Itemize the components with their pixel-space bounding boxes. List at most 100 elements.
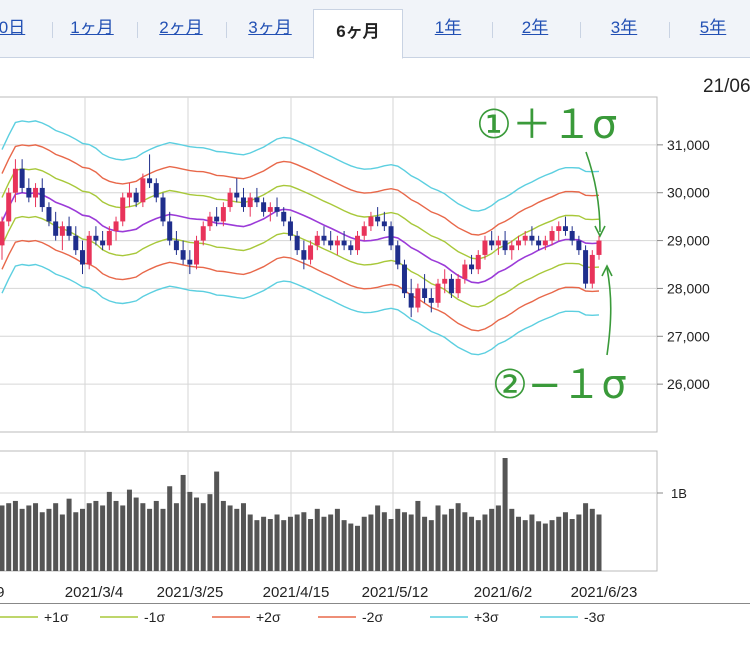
volume-bar xyxy=(334,508,340,571)
volume-bar xyxy=(589,508,595,571)
candle-body xyxy=(39,187,45,208)
volume-bar xyxy=(113,500,119,571)
volume-bar xyxy=(361,516,367,571)
volume-bar xyxy=(73,512,79,571)
volume-bar xyxy=(53,503,59,571)
candle-body xyxy=(375,216,381,222)
candle-body xyxy=(522,235,528,241)
x-axis-label: 2021/6/23 xyxy=(571,584,638,601)
candle-body xyxy=(19,168,25,188)
candle-body xyxy=(227,192,233,208)
legend-label: +2σ xyxy=(256,609,281,625)
candle-body xyxy=(120,197,126,222)
candle-body xyxy=(415,288,421,308)
moving-average-line xyxy=(1,191,600,284)
candle-body xyxy=(368,216,374,227)
tab-5[interactable]: 1年 xyxy=(434,18,462,37)
candle-body xyxy=(509,245,515,251)
candle-body xyxy=(73,235,79,251)
candle-body xyxy=(435,283,441,303)
volume-bar xyxy=(214,471,220,571)
tab-separator xyxy=(225,22,227,38)
candle-body xyxy=(489,240,495,246)
candle-body xyxy=(455,278,461,294)
candle-body xyxy=(495,240,501,246)
candle-body xyxy=(214,216,220,222)
candle-body xyxy=(59,226,65,236)
candle-body xyxy=(220,207,226,222)
price-tick-label: 26,000 xyxy=(667,376,710,392)
x-axis-label: 2021/3/25 xyxy=(157,584,224,601)
candle-body xyxy=(549,231,555,241)
candle-body xyxy=(167,221,173,241)
volume-bar xyxy=(422,516,428,571)
candle-body xyxy=(26,187,32,198)
volume-bar xyxy=(173,503,179,571)
volume-bar xyxy=(562,512,568,571)
volume-bar xyxy=(187,491,193,571)
period-tab-bar: 0日 1ヶ月 2ヶ月 3ヶ月 6ヶ月 1年 2年 3年 5年 xyxy=(0,0,750,59)
annotation-arrowhead-upper xyxy=(594,225,606,238)
tab-1[interactable]: 1ヶ月 xyxy=(70,18,114,37)
volume-bar xyxy=(86,503,92,571)
volume-bar xyxy=(495,505,501,571)
tab-7[interactable]: 3年 xyxy=(610,18,638,37)
candle-body xyxy=(589,254,595,284)
candle-body xyxy=(86,235,92,265)
candle-body xyxy=(462,264,468,279)
candle-body xyxy=(355,235,361,251)
candle-body xyxy=(448,278,454,294)
candle-body xyxy=(422,288,428,298)
volume-bar xyxy=(308,519,314,571)
candle-body xyxy=(240,197,246,208)
candle-body xyxy=(442,278,448,284)
annotation-arrow-upper xyxy=(585,151,601,233)
volume-bar xyxy=(529,514,535,571)
volume-bar xyxy=(33,503,39,571)
candle-body xyxy=(267,207,273,212)
volume-tick-label: 1B xyxy=(671,486,687,501)
volume-bar xyxy=(408,514,414,571)
band-plus-sigma2 xyxy=(1,144,600,236)
tab-3[interactable]: 3ヶ月 xyxy=(248,18,292,37)
volume-bar xyxy=(328,514,334,571)
tab-6[interactable]: 2年 xyxy=(521,18,549,37)
candle-body xyxy=(576,240,582,251)
volume-bar xyxy=(267,519,273,571)
volume-bar xyxy=(569,519,575,571)
price-tick-label: 28,000 xyxy=(667,280,710,296)
legend-label: +3σ xyxy=(474,609,499,625)
volume-bar xyxy=(240,503,246,571)
tab-8[interactable]: 5年 xyxy=(699,18,727,37)
candle-body xyxy=(596,240,602,255)
candle-body xyxy=(93,235,99,241)
candle-body xyxy=(247,197,253,208)
volume-bar xyxy=(93,500,99,571)
date-label: 21/06 xyxy=(703,76,750,97)
volume-bar xyxy=(321,516,327,571)
band-plus-sigma3 xyxy=(1,120,600,212)
volume-bar xyxy=(375,505,381,571)
tab-2[interactable]: 2ヶ月 xyxy=(159,18,203,37)
candle-body xyxy=(469,264,475,270)
candle-body xyxy=(502,240,508,251)
volume-bar xyxy=(66,498,72,571)
candle-body xyxy=(66,226,72,236)
volume-bar xyxy=(395,508,401,571)
x-axis-label: 2021/3/4 xyxy=(65,584,123,601)
candle-body xyxy=(160,197,166,222)
volume-bar xyxy=(469,516,475,571)
band-plus-sigma1 xyxy=(1,168,600,260)
volume-bar xyxy=(401,512,407,571)
tab-4[interactable]: 6ヶ月 xyxy=(313,9,403,59)
volume-bar xyxy=(220,500,226,571)
tab-0[interactable]: 0日 xyxy=(0,18,26,37)
volume-bar xyxy=(294,514,300,571)
candle-body xyxy=(516,240,522,246)
candle-body xyxy=(428,298,434,303)
volume-bar xyxy=(160,508,166,571)
volume-bar xyxy=(314,508,320,571)
volume-bar xyxy=(227,505,233,571)
candle-body xyxy=(475,254,481,270)
